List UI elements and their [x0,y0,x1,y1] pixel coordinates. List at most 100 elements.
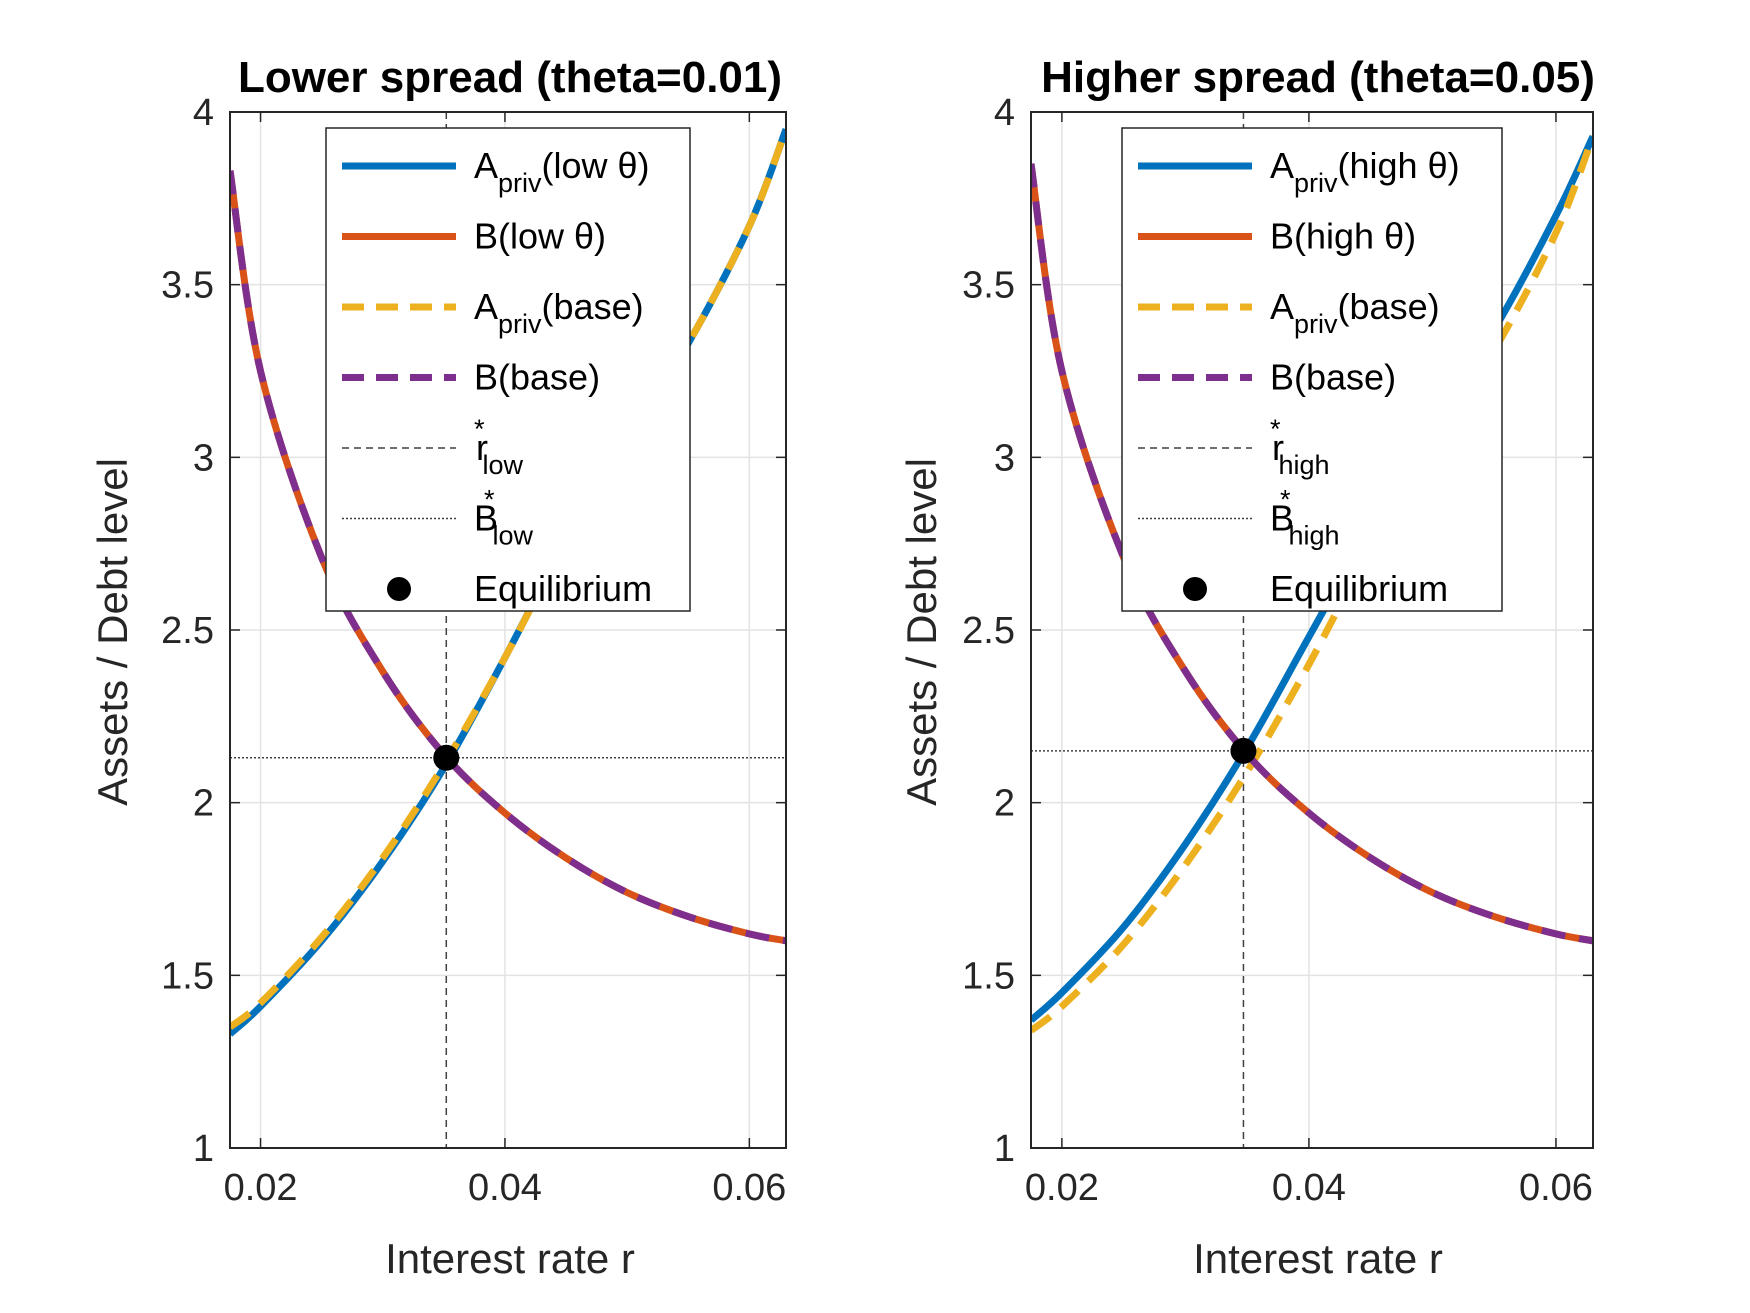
series-line-2 [230,128,786,1030]
legend-entry: B(base) [342,357,600,398]
legend-label: B(high θ) [1270,216,1416,257]
x-axis-label: Interest rate r [385,1235,635,1282]
legend-label-main: A [1270,145,1294,186]
legend-label-rest: (low θ) [542,145,650,186]
legend-label: Apriv(base) [1270,286,1440,339]
legend-entry: Equilibrium [387,568,652,609]
axes-frame [229,111,787,1149]
legend-label: B* high [1270,485,1340,551]
legend-label-star: * [1280,485,1291,515]
legend-swatch-marker [1183,577,1207,601]
y-tick-label: 3.5 [161,265,214,307]
legend: Apriv(high θ)B(high θ)Apriv(base)B(base)… [1121,127,1503,612]
x-tick-label: 0.04 [1272,1167,1346,1209]
legend-entry: B* low [342,485,534,551]
chart-title: Lower spread (theta=0.01) [238,53,782,102]
legend-label-star: * [1270,414,1281,444]
legend-label-main: B [474,357,498,398]
legend-box [1121,127,1503,612]
legend-label: Equilibrium [474,568,652,609]
legend-entry: Equilibrium [1183,568,1448,609]
x-tick-label: 0.06 [712,1167,786,1209]
x-axis-label: Interest rate r [1193,1235,1443,1282]
legend-label-main: A [474,145,498,186]
x-tick-label: 0.02 [1025,1167,1099,1209]
y-tick-label: 3 [994,437,1015,479]
legend-label-rest: (base) [498,357,600,398]
legend-label-main: A [1270,286,1294,327]
series-line-3 [1031,163,1593,945]
y-axis-label: Assets / Debt level [898,458,945,806]
y-tick-label: 3.5 [962,265,1015,307]
legend-label-main: B [1270,216,1294,257]
legend-box [325,127,691,612]
y-tick-label: 1 [193,1128,214,1170]
equilibrium-marker [1230,737,1257,764]
x-tick-label: 0.06 [1519,1167,1593,1209]
legend-label-subscript: high [1279,450,1330,480]
legend-label-main: r [1272,427,1284,468]
legend-label-rest: (base) [542,286,644,327]
legend-entry: r* high [1138,414,1330,480]
legend-label-main: B [474,216,498,257]
legend-label-subscript: low [483,450,524,480]
legend-label-subscript: low [493,521,534,551]
y-tick-label: 2 [193,783,214,825]
legend-label-main: r [476,427,488,468]
legend-label: B(base) [474,357,600,398]
series-line-2 [1031,134,1593,1034]
legend-label-rest: (high θ) [1294,216,1416,257]
y-tick-label: 4 [193,92,214,134]
legend-label-subscript: high [1289,521,1340,551]
chart-title: Higher spread (theta=0.05) [1041,53,1595,102]
series-group [1031,112,1593,1148]
equilibrium-marker [433,744,460,771]
y-tick-label: 2.5 [962,610,1015,652]
y-tick-label: 1 [994,1128,1015,1170]
legend-label: Equilibrium [1270,568,1448,609]
legend-label-rest: (base) [1338,286,1440,327]
legend-label-main: B [1270,498,1294,539]
legend-entry: r* low [342,414,524,480]
legend-entry: B* high [1138,485,1340,551]
legend-label-rest: (low θ) [498,216,606,257]
legend-label-subscript: priv [1294,309,1338,339]
legend-label: B(low θ) [474,216,606,257]
legend-label: B* low [474,485,534,551]
legend-label: Apriv(base) [474,286,644,339]
series-line-3 [230,170,786,945]
legend-label-star: * [484,485,495,515]
legend-label-main: B [1270,357,1294,398]
y-tick-label: 1.5 [161,955,214,997]
series-group [230,112,786,1148]
legend-entry: Apriv(base) [1138,286,1440,339]
legend-label: Apriv(high θ) [1270,145,1460,198]
legend-label-subscript: priv [498,168,542,198]
legend-label-rest: (base) [1294,357,1396,398]
x-tick-label: 0.04 [468,1167,542,1209]
y-tick-label: 2.5 [161,610,214,652]
legend-label: r* high [1270,414,1330,480]
y-tick-label: 3 [193,437,214,479]
legend-entry: Apriv(low θ) [342,145,650,198]
legend-label: r* low [474,414,524,480]
y-axis-label: Assets / Debt level [89,458,136,806]
series-line-0 [1031,134,1593,1023]
legend-entry: B(low θ) [342,216,606,257]
legend-entry: B(high θ) [1138,216,1416,257]
legend-swatch-marker [387,577,411,601]
legend-label-main: B [474,498,498,539]
legend-label-star: * [474,414,485,444]
legend-label-main: A [474,286,498,327]
legend-label-subscript: priv [1294,168,1338,198]
y-tick-label: 1.5 [962,955,1015,997]
legend-entry: Apriv(high θ) [1138,145,1460,198]
legend-label-subscript: priv [498,309,542,339]
legend-label-rest: (high θ) [1338,145,1460,186]
legend-label: B(base) [1270,357,1396,398]
x-tick-label: 0.02 [224,1167,298,1209]
y-tick-label: 2 [994,783,1015,825]
axes-frame [1030,111,1594,1149]
